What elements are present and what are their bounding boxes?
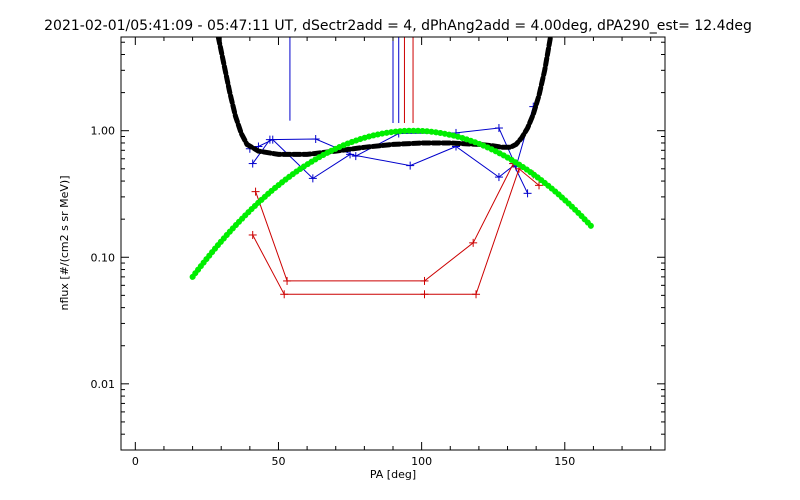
y-tick-label-1: 0.10	[91, 251, 116, 264]
y-axis-label: nflux [#/(cm2 s sr MeV)]	[58, 176, 71, 311]
chart-title: 2021-02-01/05:41:09 - 05:47:11 UT, dSect…	[44, 18, 752, 34]
series-blue-1-point-2	[311, 134, 320, 143]
series-red-4-point-2	[420, 290, 429, 299]
y-axis: 0.01 0.10 1.00	[91, 41, 665, 451]
x-tick-label-50: 50	[271, 455, 285, 468]
series-red-4-line	[252, 167, 540, 295]
series-red-4-point-5	[535, 181, 544, 190]
series-blue-0-point-3	[308, 174, 317, 183]
series-blue-1-point-0	[248, 159, 257, 168]
series-red-4-point-1	[280, 290, 289, 299]
y-tick-label-0: 0.01	[91, 378, 116, 391]
series-red-3-line	[255, 162, 534, 282]
series-red-3-point-0	[251, 187, 260, 196]
series-blue-1-point-6	[494, 124, 503, 133]
x-axis-label: PA [deg]	[370, 468, 416, 481]
series-red-4-point-0	[248, 230, 257, 239]
y-tick-label-2: 1.00	[91, 125, 116, 138]
series-red-3-point-1	[283, 276, 292, 285]
series-green-6-line	[189, 127, 597, 280]
series-blue-0-point-7	[494, 173, 503, 182]
x-tick-label-100: 100	[411, 455, 432, 468]
series-red-4-point-3	[472, 290, 481, 299]
series-blue-1-point-1	[265, 135, 274, 144]
series-blue-1-point-3	[351, 152, 360, 161]
series-blue-0-point-5	[406, 161, 415, 170]
series-blue-2-point-1	[523, 189, 532, 198]
plot-area	[189, 37, 597, 299]
series-red-3-point-3	[469, 238, 478, 247]
x-axis: 0 50 100 150	[132, 37, 652, 468]
x-tick-label-0: 0	[132, 455, 139, 468]
series-red-3-point-2	[420, 276, 429, 285]
plot-series-group	[189, 37, 597, 299]
series-black-5-line	[215, 37, 553, 157]
x-tick-label-150: 150	[554, 455, 575, 468]
